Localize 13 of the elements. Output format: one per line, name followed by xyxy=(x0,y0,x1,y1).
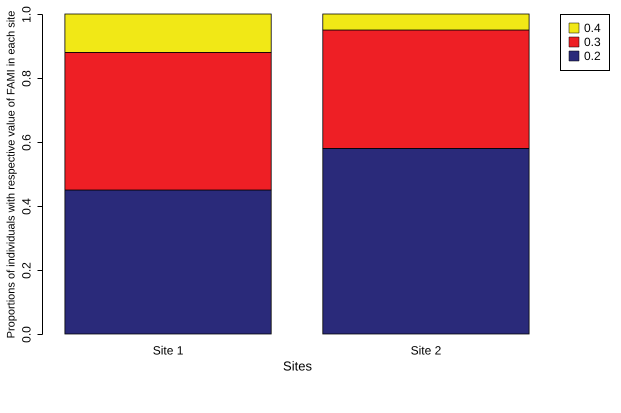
y-tick-label: 0.6 xyxy=(20,134,34,151)
x-tick-label: Site 2 xyxy=(410,344,442,358)
legend-label: 0.3 xyxy=(584,35,602,49)
y-tick-label: 0.0 xyxy=(20,326,34,343)
y-tick-label: 1.0 xyxy=(20,6,34,23)
y-tick-label: 0.4 xyxy=(20,198,34,215)
legend-label: 0.2 xyxy=(584,49,602,63)
x-tick-label: Site 1 xyxy=(152,344,184,358)
y-tick-label: 0.2 xyxy=(20,262,34,279)
y-tick-label: 0.8 xyxy=(20,70,34,87)
x-axis-title: Sites xyxy=(283,358,312,374)
legend-label: 0.4 xyxy=(584,21,602,35)
y-axis-title: Proportions of individuals with respective value of FAMI in each site xyxy=(6,10,18,338)
